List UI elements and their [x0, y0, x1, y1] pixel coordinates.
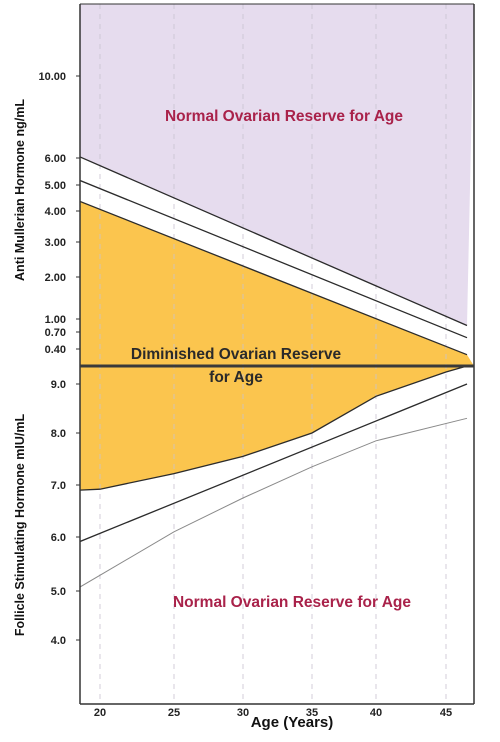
- top-region-label: Normal Ovarian Reserve for Age: [165, 108, 403, 125]
- amh-tick-label-1: 6.00: [45, 153, 66, 165]
- amh-tick-label-2: 5.00: [45, 180, 66, 192]
- x-tick-label-5: 45: [440, 707, 452, 719]
- amh-tick-label-6: 1.00: [45, 314, 66, 326]
- x-tick-label-1: 25: [168, 707, 180, 719]
- amh-tick-label-8: 0.40: [45, 344, 66, 356]
- fsh-tick-label-1: 8.0: [51, 428, 66, 440]
- bottom-region-label: Normal Ovarian Reserve for Age: [173, 594, 411, 611]
- x-axis-label: Age (Years): [251, 714, 334, 731]
- amh-tick-label-3: 4.00: [45, 206, 66, 218]
- y-axis-label-fsh: Follicle Stimulating Hormone mIU/mL: [13, 414, 27, 637]
- amh-series-line-2: [80, 200, 468, 356]
- x-tick-label-2: 30: [237, 707, 249, 719]
- center-label-line1: Diminished Ovarian Reserve: [131, 346, 342, 363]
- amh-tick-label-7: 0.70: [45, 327, 66, 339]
- amh-tick-label-0: 10.00: [38, 71, 66, 83]
- fsh-tick-label-5: 4.0: [51, 635, 66, 647]
- x-tick-label-0: 20: [94, 707, 106, 719]
- x-tick-label-3: 35: [306, 707, 318, 719]
- amh-tick-label-4: 3.00: [45, 237, 66, 249]
- fsh-tick-label-0: 9.0: [51, 379, 66, 391]
- x-tick-label-4: 40: [370, 707, 382, 719]
- fsh-series-line-0: [80, 366, 468, 491]
- amh-series-line-1: [80, 179, 468, 339]
- fsh-tick-label-4: 5.0: [51, 586, 66, 598]
- fsh-series-line-2: [80, 417, 468, 588]
- amh-series-line-0: [80, 156, 468, 327]
- fsh-tick-label-2: 7.0: [51, 480, 66, 492]
- diminished-reserve-region-bottom: [80, 366, 474, 491]
- fsh-tick-label-3: 6.0: [51, 532, 66, 544]
- amh-tick-label-5: 2.00: [45, 272, 66, 284]
- center-label-line2: for Age: [209, 369, 263, 386]
- y-axis-label-amh: Anti Mullerian Hormone ng/mL: [13, 99, 27, 281]
- fsh-series-line-1: [80, 383, 468, 543]
